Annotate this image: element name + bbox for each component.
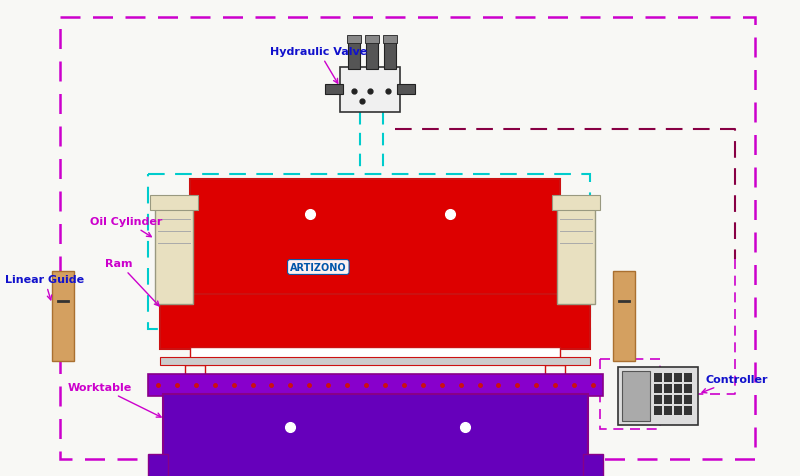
Bar: [552, 196, 600, 210]
Bar: [160, 294, 590, 349]
Text: Worktable: Worktable: [68, 382, 161, 417]
Bar: [60, 18, 755, 459]
Bar: [148, 454, 168, 476]
Bar: [654, 384, 662, 393]
Bar: [654, 373, 662, 382]
Bar: [674, 395, 682, 404]
Bar: [190, 347, 560, 359]
Bar: [366, 42, 378, 70]
Bar: [684, 406, 692, 415]
Bar: [148, 374, 603, 396]
Bar: [148, 175, 590, 329]
Bar: [664, 384, 672, 393]
Bar: [664, 373, 672, 382]
Bar: [684, 384, 692, 393]
Bar: [618, 367, 698, 425]
Bar: [347, 36, 361, 44]
Bar: [150, 196, 198, 210]
Bar: [674, 373, 682, 382]
Bar: [185, 365, 205, 455]
Text: Oil Cylinder: Oil Cylinder: [90, 217, 162, 237]
Bar: [557, 205, 595, 304]
Bar: [397, 85, 415, 95]
Bar: [684, 395, 692, 404]
Bar: [583, 454, 603, 476]
Bar: [613, 271, 635, 361]
Text: Linear Guide: Linear Guide: [5, 275, 84, 300]
Bar: [325, 85, 343, 95]
Bar: [622, 371, 650, 421]
Bar: [163, 394, 588, 476]
Bar: [383, 36, 397, 44]
Bar: [664, 406, 672, 415]
Text: Hydraulic Valve: Hydraulic Valve: [270, 47, 367, 84]
Bar: [664, 395, 672, 404]
Bar: [340, 68, 400, 113]
Text: Controller: Controller: [702, 374, 767, 393]
Bar: [684, 373, 692, 382]
Bar: [674, 384, 682, 393]
Bar: [654, 406, 662, 415]
Bar: [155, 205, 193, 304]
Bar: [600, 359, 660, 429]
Bar: [384, 42, 396, 70]
Bar: [190, 179, 560, 314]
Bar: [654, 395, 662, 404]
Bar: [365, 36, 379, 44]
Bar: [160, 357, 590, 365]
Bar: [52, 271, 74, 361]
Bar: [674, 406, 682, 415]
Bar: [348, 42, 360, 70]
Text: ARTIZONO: ARTIZONO: [290, 262, 346, 272]
Text: Ram: Ram: [105, 258, 159, 306]
Bar: [545, 365, 565, 455]
